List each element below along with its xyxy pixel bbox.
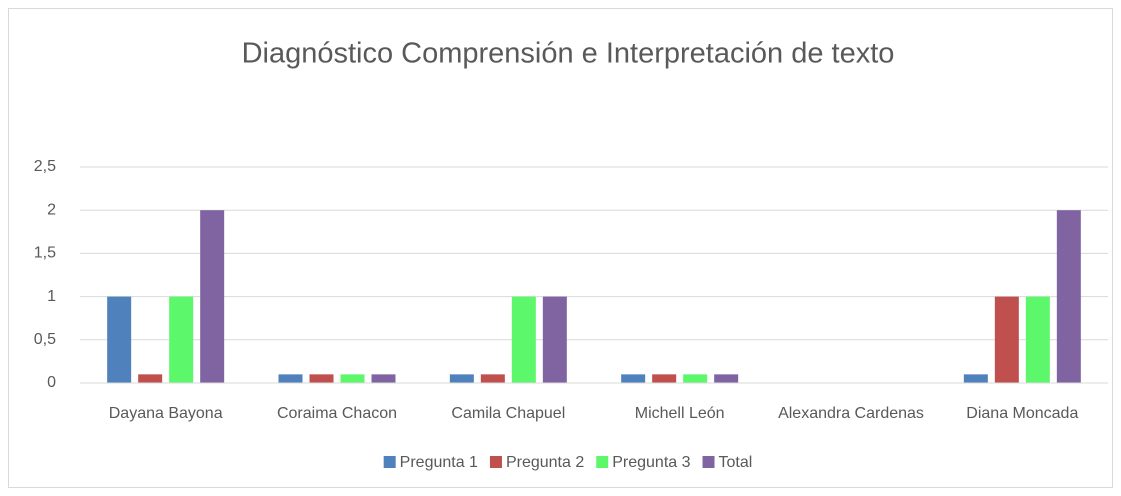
bar	[107, 296, 132, 383]
bar	[371, 374, 396, 383]
bar	[340, 374, 365, 383]
bar	[278, 374, 303, 383]
y-tick-label: 0,5	[34, 331, 56, 348]
chart-title: Diagnóstico Comprensión e Interpretación…	[242, 38, 895, 70]
chart-border	[8, 8, 1113, 488]
legend-swatch	[702, 456, 715, 468]
bar	[480, 374, 505, 383]
x-tick-label: Coraima Chacon	[277, 405, 397, 422]
bar	[542, 296, 567, 383]
bar	[309, 374, 334, 383]
legend-label: Total	[719, 454, 753, 471]
y-tick-label: 1	[47, 288, 56, 305]
x-tick-label: Diana Moncada	[966, 405, 1078, 422]
bar	[449, 374, 474, 383]
x-tick-label: Michell León	[635, 405, 725, 422]
y-tick-label: 0	[47, 374, 56, 391]
y-tick-label: 2	[47, 201, 56, 218]
bar	[963, 374, 988, 383]
legend-swatch	[596, 456, 609, 468]
bar	[200, 210, 225, 383]
bar	[652, 374, 677, 383]
legend-swatch	[489, 456, 502, 468]
y-tick-label: 1,5	[34, 245, 56, 262]
y-tick-label: 2,5	[34, 158, 56, 175]
legend-label: Pregunta 3	[612, 454, 690, 471]
x-tick-label: Alexandra Cardenas	[778, 405, 924, 422]
bar	[994, 296, 1019, 383]
bar	[169, 296, 194, 383]
legend-label: Pregunta 1	[400, 454, 478, 471]
legend-swatch	[383, 456, 396, 468]
bar	[511, 296, 536, 383]
bar	[1025, 296, 1050, 383]
legend-label: Pregunta 2	[506, 454, 584, 471]
bar	[1056, 210, 1081, 383]
bar	[683, 374, 708, 383]
bar	[714, 374, 739, 383]
bar	[138, 374, 163, 383]
bar	[621, 374, 646, 383]
x-tick-label: Dayana Bayona	[109, 405, 223, 422]
x-tick-label: Camila Chapuel	[451, 405, 565, 422]
